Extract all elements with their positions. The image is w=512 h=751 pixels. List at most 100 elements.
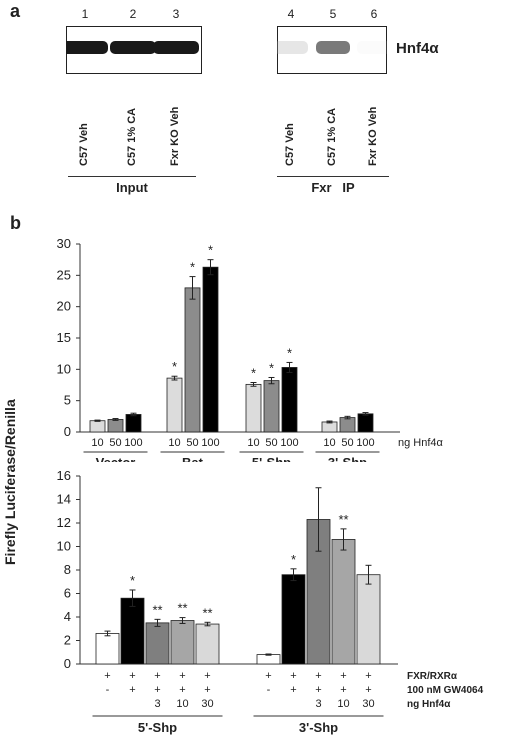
bar [339,417,356,433]
bar [331,539,356,665]
input-group-label: Input [116,180,148,195]
lane-number: 6 [370,7,378,21]
significance-marker: * [251,365,256,380]
y-tick-label: 20 [57,299,71,314]
significance-marker: ** [338,512,348,527]
group-label: 3'-Shp [328,455,367,462]
condition-row-label: ng Hnf4α [407,699,451,710]
western-blot-band [153,41,199,54]
bar [120,597,145,665]
bar [95,633,120,665]
significance-marker: * [190,260,195,275]
y-tick-label: 5 [64,393,71,408]
dose-label: 10 [323,437,335,449]
y-tick-label: 0 [64,424,71,439]
lane-label: C57 Veh [284,123,296,166]
panel-a-letter: a [10,1,21,21]
y-tick-label: 8 [64,562,71,577]
dose-label: 50 [186,437,198,449]
condition-cell: - [106,684,110,696]
western-blot-band [110,41,156,54]
bar [256,654,281,665]
dose-label: 10 [247,437,259,449]
bar [356,574,381,665]
input-group-line [68,176,196,177]
ip-blot [277,26,387,74]
lane-number: 4 [287,7,295,21]
condition-cell: + [340,670,346,682]
condition-cell: + [104,670,110,682]
lane-number: 3 [172,7,180,21]
condition-cell: + [154,684,160,696]
western-blot-band [66,41,108,54]
group-label: Bat [182,455,204,462]
condition-cell: + [265,670,271,682]
significance-marker: * [130,573,135,588]
condition-cell: + [365,684,371,696]
y-tick-label: 12 [57,515,71,530]
bar [170,620,195,665]
y-tick-label: 4 [64,609,71,624]
condition-cell: 3 [315,698,321,710]
dose-label: 50 [109,437,121,449]
y-tick-label: 10 [57,361,71,376]
group-label: 5'-Shp [252,455,291,462]
lane-label: Fxr KO Veh [367,106,379,166]
ip-group-line [277,176,389,177]
bar [195,623,220,665]
bar [321,421,338,433]
western-blot-band [316,41,350,54]
condition-cell: + [340,684,346,696]
y-tick-label: 15 [57,330,71,345]
western-blot-band [357,41,387,54]
group-label: 3'-Shp [299,720,338,735]
significance-marker: * [269,360,274,375]
condition-cell: - [267,684,271,696]
condition-cell: + [129,670,135,682]
y-tick-label: 30 [57,236,71,251]
dose-label: 10 [91,437,103,449]
condition-cell: + [290,670,296,682]
panel-b-letter: b [10,213,21,233]
condition-cell: + [315,670,321,682]
condition-cell: + [179,670,185,682]
bar [184,287,201,433]
y-tick-label: 2 [64,633,71,648]
condition-cell: + [290,684,296,696]
condition-cell: + [154,670,160,682]
significance-marker: * [291,552,296,567]
dose-label: 100 [124,437,142,449]
condition-cell: 10 [337,698,349,710]
condition-cell: + [129,684,135,696]
bar [357,413,374,433]
bar [281,367,298,433]
condition-cell: 30 [201,698,213,710]
dose-label: 50 [265,437,277,449]
bar [166,377,183,433]
lane-number: 1 [81,7,89,21]
dose-label: 10 [168,437,180,449]
condition-cell: 3 [154,698,160,710]
lane-label: Fxr KO Veh [169,106,181,166]
condition-cell: + [179,684,185,696]
significance-marker: * [287,345,292,360]
input-blot [66,26,202,74]
lane-label: C57 Veh [78,123,90,166]
western-blot-band [277,41,308,54]
group-label: 5'-Shp [138,720,177,735]
lane-label: C57 1% CA [126,107,138,166]
significance-marker: * [172,359,177,374]
lane-number: 5 [329,7,337,21]
y-tick-label: 14 [57,492,71,507]
significance-marker: ** [202,605,212,620]
ip-group-label: Fxr IP [311,180,355,195]
condition-cell: + [315,684,321,696]
lane-label: C57 1% CA [326,107,338,166]
condition-row-label: FXR/RXRα [407,671,458,682]
condition-cell: 30 [362,698,374,710]
axis-note: ng Hnf4α [398,437,444,449]
group-label: Vector [96,455,136,462]
y-tick-label: 0 [64,656,71,671]
condition-cell: 10 [176,698,188,710]
